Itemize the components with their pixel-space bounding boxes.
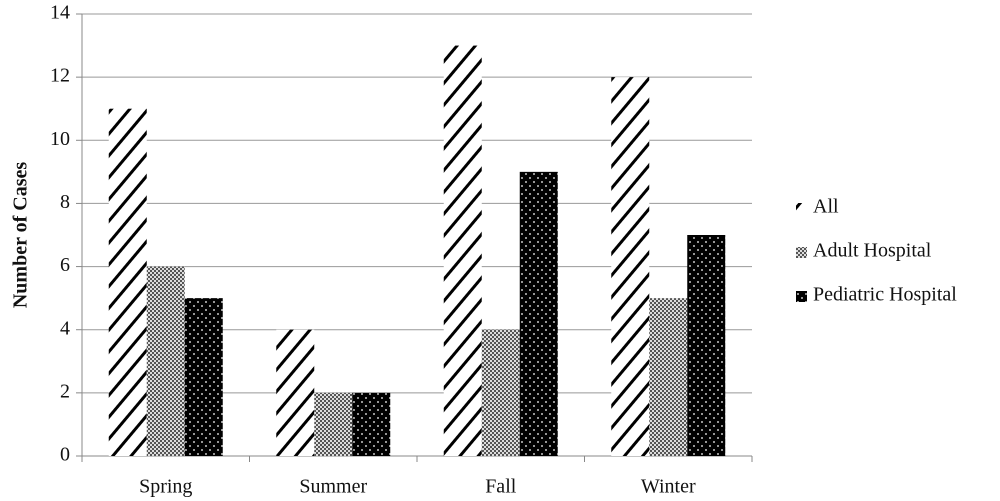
bar <box>649 298 688 456</box>
bar <box>611 77 650 457</box>
bar <box>184 298 223 456</box>
bar <box>443 45 482 456</box>
legend-swatch <box>796 203 807 214</box>
y-tick-label: 0 <box>60 444 70 466</box>
bar <box>687 235 726 456</box>
legend-swatch <box>796 291 807 302</box>
bar <box>108 108 147 456</box>
bar <box>481 329 520 456</box>
bar <box>314 392 353 456</box>
x-tick-label: Summer <box>299 476 367 498</box>
y-tick-label: 14 <box>50 2 70 24</box>
y-tick-label: 10 <box>50 128 70 150</box>
y-axis-label: Number of Cases <box>10 162 32 309</box>
legend-label: All <box>813 196 839 218</box>
x-tick-label: Fall <box>485 476 517 498</box>
bar <box>146 266 185 456</box>
x-tick-label: Winter <box>641 476 696 498</box>
bar <box>352 392 391 456</box>
y-tick-label: 4 <box>60 317 70 339</box>
legend-swatch <box>796 247 807 258</box>
bar <box>519 171 558 456</box>
y-tick-label: 6 <box>60 254 70 276</box>
x-tick-label: Spring <box>139 476 192 498</box>
y-tick-label: 8 <box>60 191 70 213</box>
y-tick-label: 2 <box>60 380 70 402</box>
legend-label: Pediatric Hospital <box>813 284 957 306</box>
y-tick-label: 12 <box>50 65 70 87</box>
bar <box>276 329 315 456</box>
legend-label: Adult Hospital <box>813 240 932 262</box>
